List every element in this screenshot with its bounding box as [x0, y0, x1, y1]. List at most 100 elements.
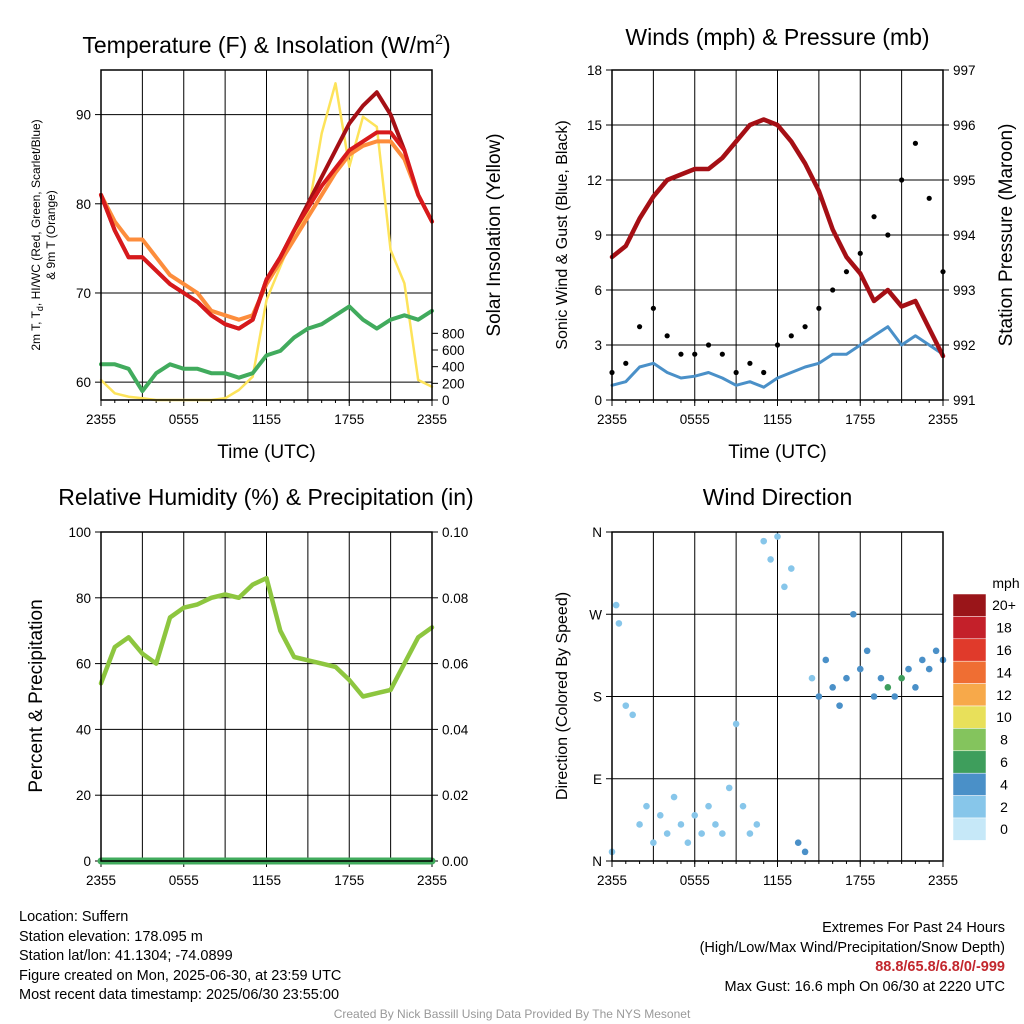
- y-tick-label: 80: [76, 591, 91, 606]
- gust-point: [843, 269, 850, 275]
- colorbar-label: 8: [1000, 732, 1008, 748]
- y-tick-label: 80: [76, 197, 91, 212]
- direction-point: [629, 711, 636, 719]
- direction-point: [919, 656, 926, 664]
- gust-point: [871, 214, 877, 220]
- x-tick-label: 2355: [928, 873, 958, 888]
- y2-tick-label: 991: [953, 393, 976, 408]
- direction-point: [870, 693, 878, 700]
- colorbar-label: 10: [996, 709, 1012, 725]
- x-tick-label: 2355: [86, 873, 116, 888]
- direction-point: [781, 583, 788, 591]
- colorbar-swatch: [952, 705, 987, 729]
- x-tick-label: 1155: [252, 412, 281, 427]
- direction-point: [925, 665, 933, 673]
- plot-frame: [611, 69, 944, 401]
- y-axis-label-left: Percent & Precipitation: [26, 599, 47, 792]
- latlon-text: Station lat/lon: 41.1304; -74.0899: [19, 948, 233, 964]
- extremes-subtitle: (High/Low/Max Wind/Precipitation/Snow De…: [699, 939, 1005, 956]
- colorbar-swatch: [952, 683, 987, 707]
- gust-point: [912, 140, 919, 146]
- temperature-line: [99, 130, 434, 331]
- y2-tick-label: 400: [442, 360, 465, 375]
- gust-point: [857, 250, 863, 256]
- y2-tick-label: 800: [442, 326, 465, 341]
- direction-point: [905, 665, 912, 673]
- x-tick-label: 0555: [169, 412, 199, 427]
- y2-tick-label: 994: [953, 228, 976, 243]
- direction-point: [877, 674, 885, 682]
- direction-point: [650, 839, 657, 847]
- gust-point: [816, 305, 822, 311]
- y2-tick-label: 993: [953, 283, 976, 298]
- plot-frame: [100, 531, 433, 862]
- x-tick-label: 1755: [334, 873, 364, 888]
- recent-data-text: Most recent data timestamp: 2025/06/30 2…: [19, 987, 340, 1003]
- y2-tick-label: 0.08: [442, 591, 468, 606]
- sonic-wind-line: [610, 325, 945, 389]
- y2-tick-label: 0.06: [442, 657, 468, 672]
- y2-tick-label: 0.04: [442, 722, 469, 737]
- direction-point: [684, 839, 692, 847]
- direction-point: [891, 693, 899, 700]
- gust-point: [830, 287, 836, 293]
- direction-point: [656, 812, 664, 819]
- y-tick-label: 100: [68, 525, 91, 540]
- x-tick-label: 2355: [597, 873, 627, 888]
- gust-point: [636, 324, 643, 330]
- direction-point: [932, 647, 940, 655]
- direction-point: [787, 565, 795, 572]
- x-tick-label: 2355: [86, 412, 116, 427]
- direction-point: [753, 821, 761, 828]
- y-tick-label: N: [592, 854, 602, 869]
- gust-point: [774, 342, 781, 348]
- y-tick-label: 6: [594, 283, 602, 298]
- colorbar-label: 16: [996, 642, 1012, 658]
- gust-point: [788, 333, 794, 339]
- y-tick-label: N: [592, 525, 602, 540]
- direction-point: [739, 802, 747, 810]
- direction-point: [767, 556, 774, 563]
- y-tick-label: 15: [587, 118, 602, 133]
- station-pressure-line: [609, 117, 946, 359]
- direction-point: [698, 830, 705, 837]
- y-axis-label-left: Direction (Colored By Speed): [554, 592, 571, 800]
- gust-point: [705, 342, 712, 348]
- x-tick-label: 2355: [417, 412, 447, 427]
- y-tick-label: 20: [76, 788, 91, 803]
- direction-point: [863, 647, 871, 655]
- y2-tick-label: 997: [953, 63, 976, 78]
- y-axis-label-left: 2m T, Td, HI/WC (Red, Green, Scarlet/Blu…: [29, 119, 45, 350]
- direction-point: [725, 784, 733, 792]
- direction-point: [836, 702, 843, 709]
- direction-point: [774, 533, 781, 540]
- y-tick-label: 9: [594, 228, 602, 243]
- x-tick-label: 0555: [680, 412, 710, 427]
- colorbar-swatch: [952, 638, 987, 662]
- panel-title-temperature: Temperature (F) & Insolation (W/m2): [82, 31, 450, 58]
- gust-point: [719, 351, 725, 357]
- gust-point: [926, 195, 932, 201]
- y2-tick-label: 996: [953, 118, 976, 133]
- direction-point: [677, 821, 685, 828]
- x-tick-label: 2355: [928, 412, 958, 427]
- direction-point: [829, 684, 836, 691]
- colorbar-swatch: [952, 750, 987, 774]
- direction-point: [636, 821, 643, 828]
- direction-point: [912, 684, 919, 691]
- x-tick-label: 1755: [845, 873, 875, 888]
- colorbar-swatch: [952, 817, 987, 841]
- direction-point: [622, 702, 630, 709]
- direction-point: [705, 802, 712, 810]
- x-tick-label: 0555: [680, 873, 710, 888]
- colorbar-swatch: [952, 728, 987, 752]
- x-axis-label: Time (UTC): [217, 442, 316, 463]
- y2-tick-label: 0.02: [442, 788, 468, 803]
- gust-point: [678, 351, 684, 357]
- y-axis-label-left-line2: & 9m T (Orange): [44, 190, 58, 280]
- colorbar-label: 6: [1000, 754, 1008, 770]
- direction-point: [856, 665, 864, 673]
- y-axis-label-right: Station Pressure (Maroon): [996, 124, 1017, 347]
- direction-point: [612, 601, 620, 609]
- station-info: Location: Suffern Station elevation: 178…: [19, 908, 341, 1006]
